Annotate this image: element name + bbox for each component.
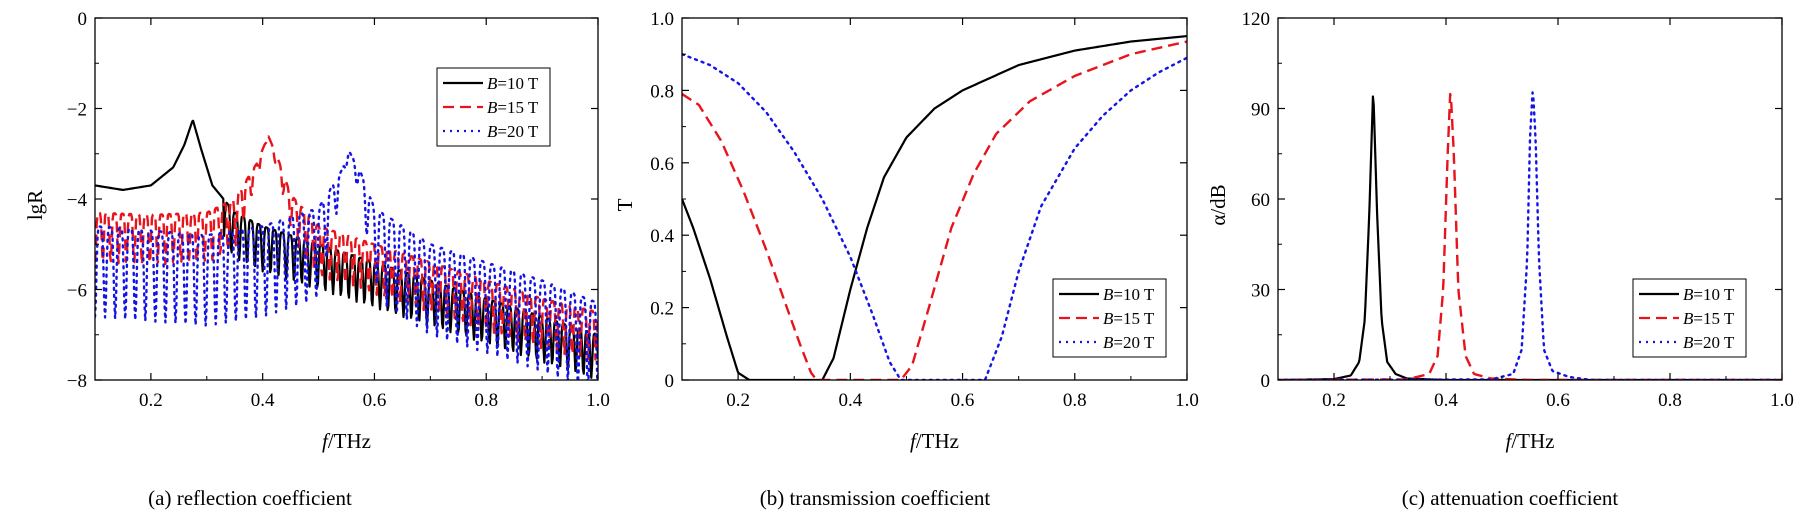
panel-a-xtick-label: 0.8 — [474, 390, 498, 411]
panel-b-plot-area — [682, 35, 1187, 380]
panel-b-ytick-label: 0.2 — [650, 299, 674, 320]
panel-b-series-1-line — [682, 35, 1187, 380]
panel-c-ytick-label: 60 — [1251, 190, 1270, 211]
panel-b-xtick-label: 0.4 — [838, 390, 862, 411]
panel-a-xlabel: f/THz — [322, 429, 371, 453]
panel-b-legend-label-3: B=20 T — [1103, 333, 1155, 352]
panel-a-reflection: (a) reflection coefficient lgR 0.2 0.4 0.6… — [23, 9, 610, 510]
panel-c-caption: (c) attenuation coefficient — [1402, 486, 1619, 510]
panel-b-legend-label-2: B=15 T — [1103, 309, 1155, 328]
panel-b-ytick-label: 0.8 — [650, 81, 674, 102]
panel-c-attenuation: (c) attenuation coefficient α/dB 0.2 0.4 0… — [1206, 9, 1794, 510]
panel-b-ylabel: T — [613, 198, 637, 211]
panel-a-legend-label-2: B=15 T — [487, 98, 539, 117]
panel-a-legend-label-1: B=10 T — [487, 74, 539, 93]
panel-c-xtick-label: 1.0 — [1770, 390, 1794, 411]
panel-c-legend-box — [1632, 278, 1747, 358]
panel-b-transmission: (b) transmission coefficient T 0.2 0.4 0.6… — [613, 9, 1199, 510]
panel-a-ytick-label: −2 — [67, 100, 87, 121]
panel-b-ytick-label: 0.4 — [650, 226, 674, 247]
panel-a-xtick-label: 0.2 — [139, 390, 163, 411]
panel-c-ytick-label: 30 — [1251, 281, 1270, 302]
panel-c-series-1-line — [1278, 95, 1782, 380]
panel-c-xtick-label: 0.4 — [1434, 390, 1458, 411]
panel-a-ytick-label: −8 — [67, 371, 87, 392]
panel-a-series-1-line — [95, 119, 598, 379]
panel-b-legend-label-1: B=10 T — [1103, 285, 1155, 304]
panel-a-legend-box — [436, 67, 551, 147]
panel-c-legend: B=10 T B=15 T B=20 T — [1632, 278, 1747, 358]
panel-c-xlabel: f/THz — [1506, 429, 1555, 453]
panel-a-series-3-line — [95, 151, 598, 380]
panel-a-ytick-label: 0 — [78, 9, 88, 30]
panel-a-legend: B=10 T B=15 T B=20 T — [436, 67, 551, 147]
panel-b-xtick-label: 1.0 — [1175, 390, 1199, 411]
panel-a-xtick-label: 1.0 — [586, 390, 610, 411]
panel-b-caption: (b) transmission coefficient — [760, 486, 991, 510]
panel-c-legend-label-2: B=15 T — [1683, 309, 1735, 328]
panel-b-xlabel: f/THz — [910, 429, 959, 453]
panel-a-plot-area — [95, 119, 598, 380]
panel-b-legend-box — [1052, 278, 1167, 358]
panel-c-legend-label-3: B=20 T — [1683, 333, 1735, 352]
panel-a-xtick-label: 0.4 — [251, 390, 275, 411]
panel-b-ytick-label: 1.0 — [650, 9, 674, 30]
panel-c-xtick-label: 0.6 — [1546, 390, 1570, 411]
panel-a-xtick-label: 0.6 — [363, 390, 387, 411]
panel-a-series-2-line — [95, 135, 598, 361]
panel-c-legend-label-1: B=10 T — [1683, 285, 1735, 304]
panel-b-xtick-label: 0.8 — [1063, 390, 1087, 411]
panel-c-ytick-label: 120 — [1242, 9, 1271, 30]
panel-b-ytick-label: 0 — [665, 371, 675, 392]
panel-c-xtick-label: 0.2 — [1322, 390, 1346, 411]
panel-b-legend: B=10 T B=15 T B=20 T — [1052, 278, 1167, 358]
panel-b-xtick-label: 0.6 — [951, 390, 975, 411]
panel-c-xtick-label: 0.8 — [1658, 390, 1682, 411]
panel-a-caption: (a) reflection coefficient — [148, 486, 352, 510]
panel-c-ytick-label: 90 — [1251, 100, 1270, 121]
panel-b-series-2-line — [682, 40, 1187, 380]
panel-a-ytick-label: −6 — [67, 281, 87, 302]
panel-c-ytick-label: 0 — [1261, 371, 1271, 392]
panel-b-ytick-label: 0.6 — [650, 154, 674, 175]
panel-a-ylabel: lgR — [23, 190, 47, 220]
panel-a-ytick-label: −4 — [67, 190, 88, 211]
panel-c-ylabel: α/dB — [1206, 184, 1230, 225]
panel-a-legend-label-3: B=20 T — [487, 122, 539, 141]
panel-b-xtick-label: 0.2 — [726, 390, 750, 411]
